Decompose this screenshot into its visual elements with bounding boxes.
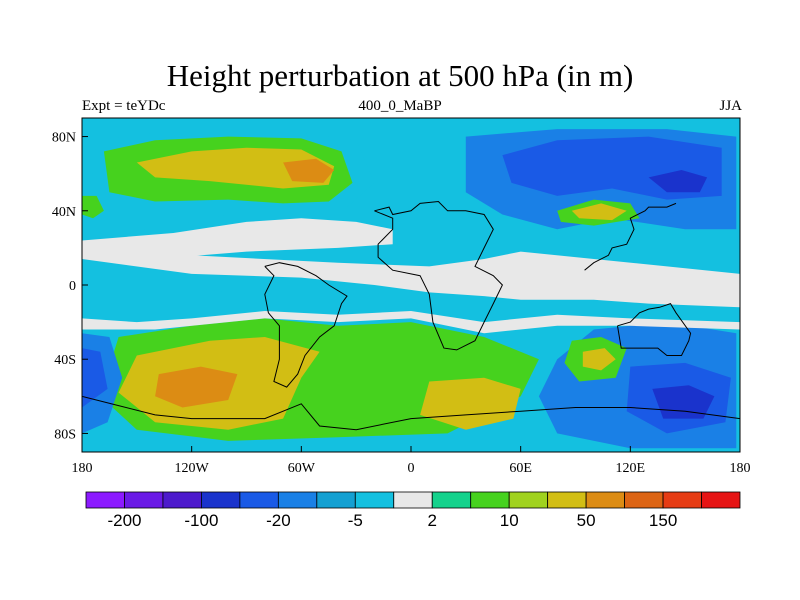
season-label: JJA (719, 98, 742, 114)
colorbar-swatch (508, 491, 549, 509)
coastline (374, 200, 504, 351)
colorbar: -200 -100 -20 -5 2 10 50 150 (85, 491, 741, 530)
colorbar-swatch (277, 491, 318, 509)
colorbar-swatch (162, 491, 202, 509)
coastline (584, 202, 677, 271)
region-sw-blue-deep (82, 348, 108, 408)
x-axis: 180 120W 60W 0 60E 120E 180 (72, 446, 751, 476)
colorbar-swatch (201, 491, 241, 509)
colorbar-swatch (85, 491, 125, 509)
colorbar-label: 50 (577, 511, 596, 530)
x-tick-label: 0 (408, 461, 415, 476)
colorbar-swatch (239, 491, 279, 509)
region-north-olive (136, 147, 335, 189)
colorbar-swatch (547, 491, 587, 509)
y-tick-label: 40S (54, 353, 76, 368)
colorbar-label: -200 (107, 511, 141, 530)
region-east-olive-lens (582, 348, 616, 371)
y-tick-label: 40N (52, 205, 76, 220)
coastline-layer (82, 200, 740, 431)
colorbar-swatch (431, 491, 472, 509)
coastline (264, 262, 348, 388)
colorbar-label: -20 (266, 511, 291, 530)
y-tick-label: 80N (52, 131, 76, 146)
colorbar-swatch (701, 491, 741, 509)
x-tick-label: 120E (616, 461, 646, 476)
coastline (617, 302, 692, 356)
near-zero-band (82, 311, 740, 334)
colorbar-swatch (585, 491, 625, 509)
x-tick-label: 180 (72, 461, 93, 476)
y-axis: 80N 40N 0 40S 80S (52, 131, 88, 442)
period-label: 400_0_MaBP (358, 98, 442, 114)
colorbar-swatch (393, 491, 433, 509)
region-ne-blue-deep (648, 170, 708, 193)
colorbar-swatch (316, 491, 356, 509)
colorbar-swatch (624, 491, 664, 509)
colorbar-label: 2 (427, 511, 436, 530)
near-zero-band (82, 247, 740, 308)
region-south-orange (155, 366, 238, 408)
colorbar-swatch (124, 491, 164, 509)
y-tick-label: 80S (54, 427, 76, 442)
colorbar-label: 10 (500, 511, 519, 530)
x-tick-label: 60E (509, 461, 532, 476)
x-tick-label: 120W (175, 461, 210, 476)
region-ne-olive-lens (571, 203, 627, 221)
colorbar-label: -100 (184, 511, 218, 530)
colorbar-label: -5 (348, 511, 363, 530)
coastline (82, 395, 740, 431)
plot-title: Height perturbation at 500 hPa (in m) (166, 58, 634, 93)
experiment-label: Expt = teYDc (82, 98, 166, 114)
colorbar-swatch (662, 491, 702, 509)
region-north-orange (283, 158, 335, 183)
region-west-edge-green (82, 195, 104, 219)
x-tick-label: 180 (730, 461, 751, 476)
x-tick-label: 60W (288, 461, 316, 476)
colorbar-label: 150 (649, 511, 677, 530)
colorbar-swatch (470, 491, 510, 509)
colorbar-swatch (354, 491, 395, 509)
contour-fill-layer (82, 129, 740, 449)
y-tick-label: 0 (69, 279, 76, 294)
map-plot-area (82, 118, 740, 452)
near-zero-band (82, 218, 393, 259)
